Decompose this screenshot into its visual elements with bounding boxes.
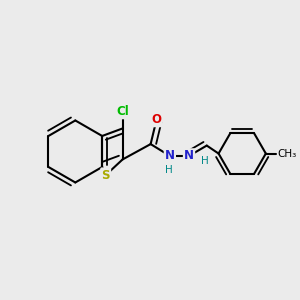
Text: H: H — [165, 165, 173, 175]
Text: N: N — [184, 149, 194, 162]
Text: H: H — [201, 156, 208, 166]
Text: S: S — [101, 169, 110, 182]
Text: O: O — [152, 113, 161, 126]
Text: N: N — [165, 149, 175, 162]
Text: CH₃: CH₃ — [278, 148, 297, 158]
Text: Cl: Cl — [116, 105, 129, 118]
